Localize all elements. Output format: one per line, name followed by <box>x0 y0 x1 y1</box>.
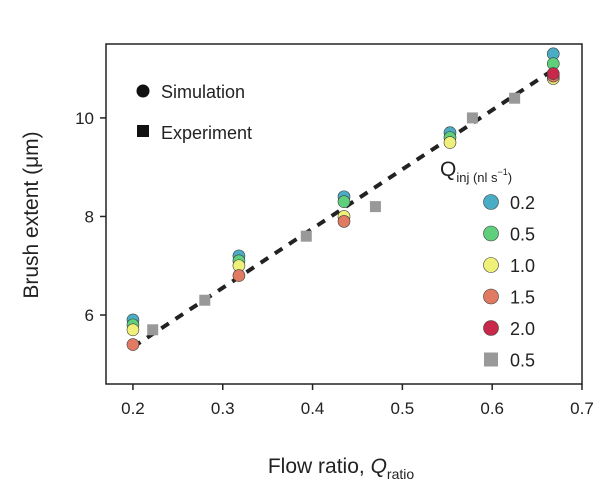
data-point-simulation <box>232 269 246 282</box>
plot-frame <box>105 43 583 385</box>
legend-series-marker <box>483 288 499 305</box>
legend-title-sub: inj (nl s <box>456 170 498 185</box>
legend-series-marker <box>483 320 499 336</box>
data-point-simulation <box>337 195 351 208</box>
data-point-simulation <box>126 323 140 337</box>
x-tick-label: 0.2 <box>121 399 145 418</box>
legend-series-label: 1.0 <box>510 256 535 276</box>
y-tick-label: 8 <box>85 207 94 226</box>
legend-series-marker <box>483 194 499 210</box>
legend-series-label: 0.5 <box>510 351 535 371</box>
legend-series-label: 0.5 <box>510 225 535 245</box>
ticks-layer: 0.2 0.3 0.4 0.5 0.6 0.7 6 8 10 <box>75 109 594 418</box>
series-legend-entries: 0.2 0.5 1.0 1.5 2.0 0.5 <box>483 193 535 371</box>
y-axis-title: Brush extent (μm) <box>20 131 43 298</box>
x-tick-label: 0.7 <box>570 399 594 418</box>
legend-simulation-marker <box>136 84 150 98</box>
x-axis-title: Flow ratio, Qratio <box>268 455 414 482</box>
legend-series-marker <box>484 352 498 367</box>
data-point-simulation <box>126 338 140 351</box>
legend-series-marker <box>483 257 499 273</box>
legend-experiment-marker <box>137 125 149 137</box>
legend-series-marker <box>483 225 499 242</box>
plot-border <box>105 43 583 385</box>
data-point-experiment <box>509 92 521 104</box>
x-tick-label: 0.4 <box>301 399 325 418</box>
data-point-experiment <box>300 230 312 242</box>
data-point-experiment <box>369 201 381 213</box>
data-point-simulation <box>546 67 560 80</box>
legend-series-label: 1.5 <box>510 288 535 308</box>
legend-experiment-label: Experiment <box>161 123 252 143</box>
x-tick-label: 0.3 <box>211 399 235 418</box>
legend-title: Qinj (nl s−1) <box>440 158 512 185</box>
x-axis-title-symbol: Q <box>371 455 387 478</box>
x-axis-title-text: Flow ratio, <box>268 455 371 478</box>
y-tick-label: 6 <box>85 306 94 325</box>
series-legend: Qinj (nl s−1) 0.2 0.5 1.0 1.5 2.0 0.5 <box>440 158 535 371</box>
data-point-simulation <box>443 136 457 149</box>
data-point-experiment <box>147 324 159 336</box>
x-tick-label: 0.6 <box>480 399 504 418</box>
data-point-experiment <box>466 112 478 124</box>
data-point-experiment <box>199 294 211 306</box>
data-points-layer <box>126 47 560 351</box>
legend-title-sup: −1 <box>498 167 508 177</box>
legend-series-label: 2.0 <box>510 319 535 339</box>
legend-title-symbol: Q <box>440 158 456 181</box>
marker-legend: Simulation Experiment <box>136 82 252 143</box>
legend-simulation-label: Simulation <box>161 82 245 102</box>
legend-series-label: 0.2 <box>510 193 535 213</box>
data-point-simulation <box>337 215 351 228</box>
legend-title-close: ) <box>508 170 512 185</box>
x-axis-title-sub: ratio <box>387 466 414 482</box>
x-tick-label: 0.5 <box>391 399 415 418</box>
y-tick-label: 10 <box>75 109 94 128</box>
